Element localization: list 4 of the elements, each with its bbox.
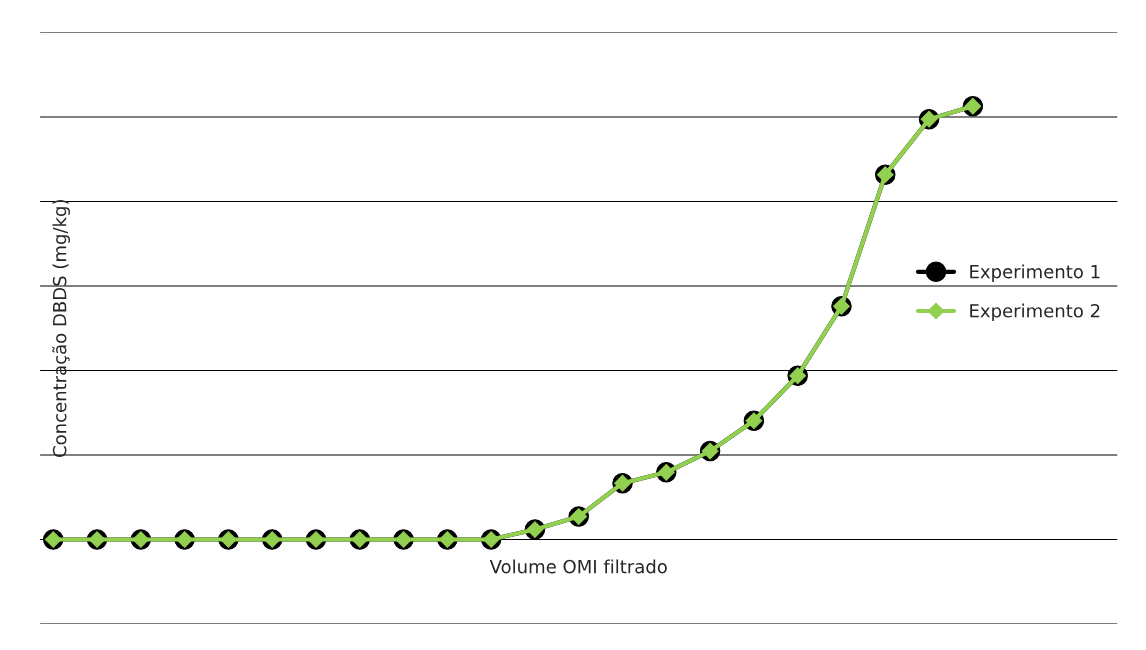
legend-label: Experimento 2 [970, 303, 1100, 322]
legend-label: Experimento 1 [970, 264, 1100, 282]
y-axis-title: Concentração DBDS (mg/kg) [52, 200, 70, 457]
x-axis-title: Volume OMI filtrado [489, 559, 667, 574]
